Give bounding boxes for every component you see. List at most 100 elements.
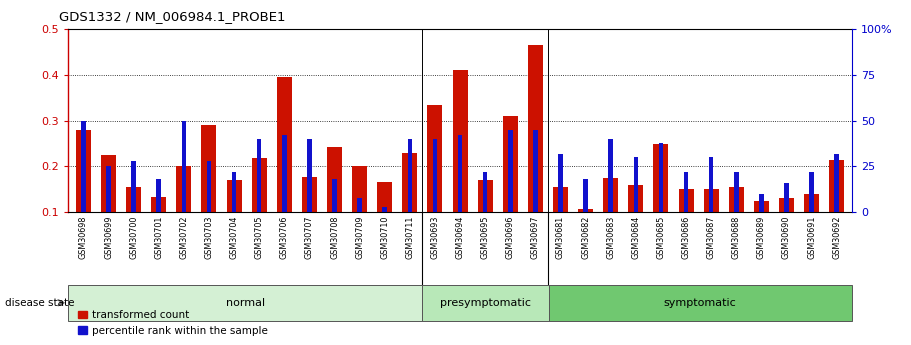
Bar (483, 172, 487, 212)
Bar (458, 135, 462, 212)
Bar (126, 187, 141, 258)
Bar (227, 180, 241, 258)
Bar (177, 166, 191, 258)
Text: normal: normal (226, 298, 265, 308)
Text: GSM30698: GSM30698 (79, 216, 87, 259)
Bar (804, 194, 819, 258)
Text: GSM30705: GSM30705 (255, 216, 263, 259)
Text: GSM30699: GSM30699 (104, 216, 113, 259)
Bar (653, 144, 669, 258)
Bar (76, 130, 91, 258)
Bar (231, 172, 236, 212)
Bar (333, 179, 337, 212)
Bar (302, 177, 317, 258)
Bar (734, 172, 739, 212)
Text: disease state: disease state (5, 298, 74, 308)
Text: GSM30711: GSM30711 (405, 216, 415, 259)
Bar (131, 161, 136, 212)
Bar (709, 157, 713, 212)
Text: GSM30683: GSM30683 (606, 216, 615, 259)
Bar (558, 154, 563, 212)
Bar (533, 130, 537, 212)
FancyBboxPatch shape (548, 285, 852, 321)
Text: GSM30697: GSM30697 (531, 216, 540, 259)
Bar (352, 166, 367, 258)
Bar (609, 139, 613, 212)
Bar (829, 160, 844, 258)
Bar (403, 153, 417, 258)
Text: GSM30691: GSM30691 (807, 216, 816, 259)
Bar (327, 147, 342, 258)
Bar (407, 139, 412, 212)
Bar (729, 187, 743, 258)
Bar (503, 116, 517, 258)
Bar (277, 77, 292, 258)
Text: GSM30708: GSM30708 (330, 216, 339, 259)
Bar (181, 121, 186, 212)
Bar (583, 179, 588, 212)
Bar (578, 209, 593, 258)
Bar (257, 139, 261, 212)
Text: GSM30701: GSM30701 (154, 216, 163, 259)
Text: GSM30685: GSM30685 (657, 216, 665, 259)
Text: GSM30704: GSM30704 (230, 216, 239, 259)
Text: GSM30710: GSM30710 (380, 216, 389, 259)
Bar (703, 189, 719, 258)
Bar (809, 172, 814, 212)
Bar (659, 143, 663, 212)
Text: GSM30703: GSM30703 (204, 216, 213, 259)
Bar (759, 194, 763, 212)
Legend: transformed count, percentile rank within the sample: transformed count, percentile rank withi… (74, 306, 272, 340)
Text: symptomatic: symptomatic (664, 298, 736, 308)
Bar (377, 183, 393, 258)
Text: GSM30706: GSM30706 (280, 216, 289, 259)
Bar (508, 130, 513, 212)
Bar (684, 172, 689, 212)
Text: GSM30689: GSM30689 (757, 216, 766, 259)
Text: GDS1332 / NM_006984.1_PROBE1: GDS1332 / NM_006984.1_PROBE1 (59, 10, 286, 23)
Bar (629, 185, 643, 258)
Bar (357, 198, 362, 212)
Text: GSM30700: GSM30700 (129, 216, 138, 259)
Text: GSM30702: GSM30702 (179, 216, 189, 259)
FancyBboxPatch shape (68, 285, 422, 321)
Text: GSM30694: GSM30694 (456, 216, 465, 259)
Bar (107, 166, 111, 212)
Bar (679, 189, 693, 258)
Bar (433, 139, 437, 212)
Bar (603, 178, 619, 258)
Text: GSM30688: GSM30688 (732, 216, 741, 259)
Text: GSM30695: GSM30695 (481, 216, 490, 259)
Text: GSM30692: GSM30692 (833, 216, 841, 259)
Bar (453, 70, 467, 258)
Bar (633, 157, 638, 212)
Bar (201, 125, 217, 258)
Bar (101, 155, 116, 258)
Bar (383, 207, 387, 212)
Text: GSM30681: GSM30681 (556, 216, 565, 259)
Text: GSM30693: GSM30693 (430, 216, 439, 259)
Bar (754, 201, 769, 258)
Bar (527, 45, 543, 258)
Bar (307, 139, 312, 212)
Bar (477, 180, 493, 258)
Text: presymptomatic: presymptomatic (440, 298, 531, 308)
Text: GSM30687: GSM30687 (707, 216, 716, 259)
Bar (157, 179, 161, 212)
Text: GSM30686: GSM30686 (681, 216, 691, 259)
Text: GSM30690: GSM30690 (782, 216, 791, 259)
Bar (251, 158, 267, 258)
Bar (834, 154, 839, 212)
Bar (207, 161, 211, 212)
Text: GSM30696: GSM30696 (506, 216, 515, 259)
Text: GSM30709: GSM30709 (355, 216, 364, 259)
Bar (553, 187, 568, 258)
Bar (151, 197, 167, 258)
FancyBboxPatch shape (422, 285, 548, 321)
Text: GSM30707: GSM30707 (305, 216, 314, 259)
Bar (81, 121, 86, 212)
Bar (784, 183, 789, 212)
Text: GSM30682: GSM30682 (581, 216, 590, 259)
Bar (282, 135, 287, 212)
Bar (779, 198, 794, 258)
